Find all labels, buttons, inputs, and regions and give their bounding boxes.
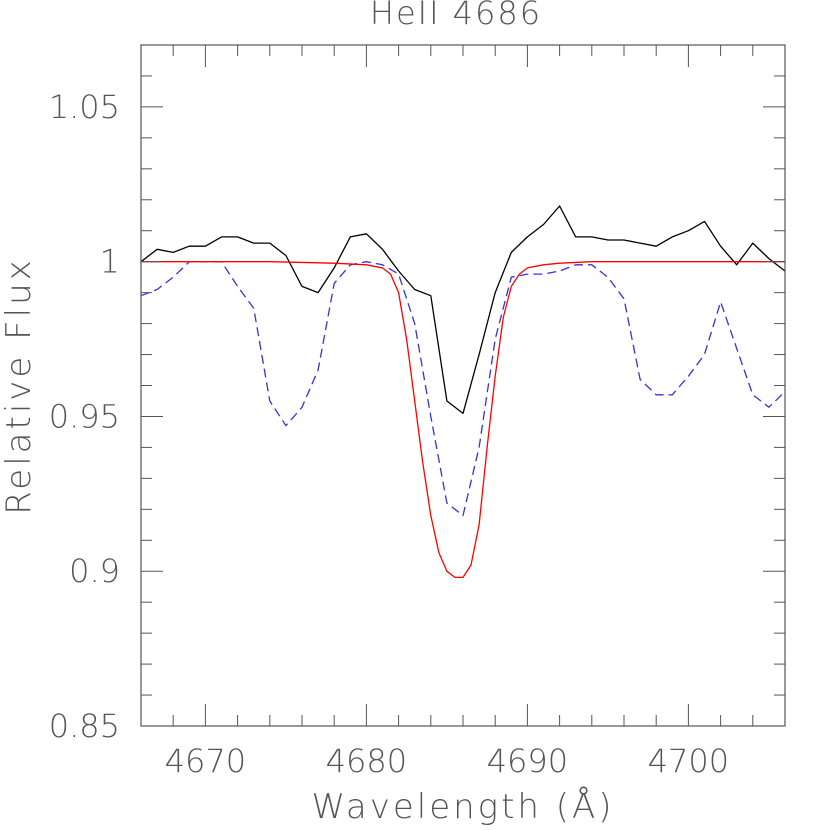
- y-tick-label: 1: [100, 243, 120, 281]
- series-line-1: [140, 205, 786, 415]
- y-axis-title: Relative Flux: [0, 257, 39, 515]
- plot-frame: [140, 44, 786, 727]
- series-line-2: [140, 261, 786, 517]
- series-line-3: [141, 261, 785, 579]
- y-tick-label: 0.9: [69, 552, 120, 590]
- tick-labels-layer: 4670 4680 4690 4700 0.85 0.9 0.95 1 1.05: [49, 88, 729, 780]
- y-tick-label: 1.05: [49, 88, 120, 126]
- x-tick-label: 4670: [165, 742, 246, 780]
- x-tick-label: 4690: [487, 742, 568, 780]
- series-layer: [140, 205, 786, 579]
- y-tick-label: 0.85: [49, 707, 120, 745]
- x-tick-label: 4700: [648, 742, 729, 780]
- x-axis-title: Wavelength (Å): [311, 787, 614, 827]
- x-tick-label: 4680: [326, 742, 407, 780]
- chart-title: HeII 4686: [370, 0, 542, 32]
- ticks-layer: [140, 44, 786, 727]
- y-tick-label: 0.95: [49, 397, 120, 435]
